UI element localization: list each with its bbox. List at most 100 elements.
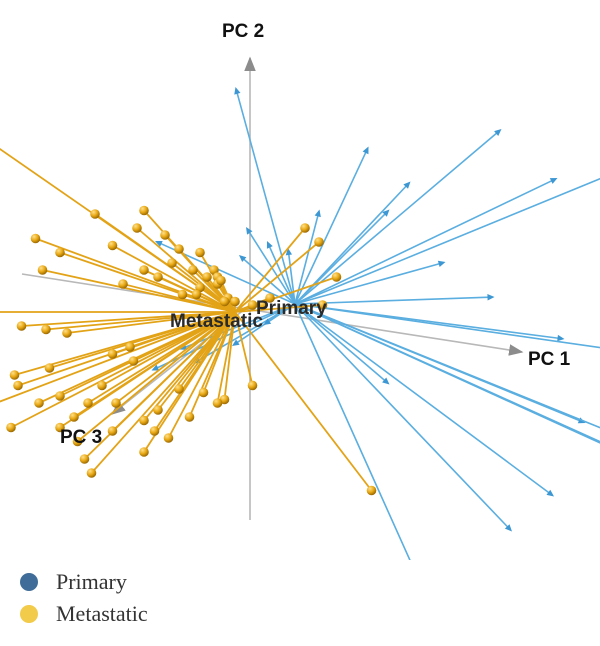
metastatic-point-36 [41,324,51,335]
metastatic-point-8 [160,230,170,240]
metastatic-vector-53 [76,311,236,443]
primary-arrowhead-7 [382,209,390,217]
legend-label-metastatic: Metastatic [56,601,148,626]
metastatic-vector-34 [42,269,236,313]
primary-vector-1 [236,91,296,305]
legend-swatch-primary [20,573,38,591]
axes [21,56,524,520]
legend-item-primary: Primary [20,566,148,598]
metastatic-point-41 [128,356,139,366]
metastatic-point-10 [195,247,205,258]
metastatic-point-29 [317,300,328,310]
metastatic-point-21 [230,296,240,307]
metastatic-point-12 [118,279,128,289]
metastatic-point-19 [177,289,188,300]
primary-arrowhead-6 [403,181,411,189]
metastatic-point-23 [258,300,268,310]
primary-arrowhead-1 [234,87,241,95]
metastatic-vector-31 [196,293,236,313]
metastatic-point-27 [314,237,324,247]
legend-label-primary: Primary [56,569,127,594]
metastatic-vector-54 [0,311,236,403]
pca-biplot: Primary Metastatic PC 2 PC 1 PC 3 [0,21,600,560]
primary-vector-14 [294,262,441,305]
legend-item-metastatic: Metastatic [20,598,148,630]
metastatic-point-2 [90,209,100,219]
metastatic-point-62 [184,412,195,422]
metastatic-vector-38 [66,311,236,334]
metastatic-vector-37 [21,311,236,327]
metastatic-vector-29 [234,304,323,313]
primary-arrowhead-8 [314,209,321,218]
primary-vector-15 [294,296,490,305]
metastatic-vector-69 [234,311,373,492]
primary-arrowhead-29 [263,318,272,325]
metastatic-point-7 [107,240,118,251]
primary-arrowhead-10 [155,240,163,247]
metastatic-point-57 [107,426,118,436]
metastatic-point-43 [9,370,20,380]
primary-arrowhead-22 [546,489,554,497]
metastatic-vector-57 [111,311,236,432]
metastatic-vector-27 [234,241,320,313]
primary-arrowhead-2 [494,129,502,136]
primary-vector-20 [294,303,600,429]
metastatic-point-64 [163,433,174,443]
metastatic-point-67 [212,398,223,408]
primary-arrowhead-12 [266,241,273,249]
metastatic-point-26 [300,223,310,233]
primary-vector-9 [242,257,296,305]
metastatic-point-48 [83,398,93,408]
primary-vector-22 [294,303,551,495]
metastatic-point-24 [247,300,258,310]
primary-arrowhead-11 [246,227,253,235]
primary-vector-13 [287,252,296,305]
primary-vector-5 [294,177,600,305]
primary-arrowhead-15 [487,294,495,301]
axis-label-pc2: PC 2 [222,21,264,42]
metastatic-point-65 [139,447,149,457]
metastatic-point-59 [198,387,209,398]
metastatic-point-5 [30,233,41,244]
metastatic-point-56 [86,468,97,478]
metastatic-point-15 [188,265,198,275]
primary-vector-3 [294,179,554,305]
metastatic-point-60 [153,405,163,415]
primary-arrowhead-3 [549,178,558,184]
primary-vector-12 [268,245,296,305]
primary-arrowhead-27 [151,364,160,371]
metastatic-point-25 [265,293,275,303]
metastatic-point-28 [331,272,342,282]
metastatic-point-42 [44,363,55,373]
metastatic-point-63 [139,415,149,426]
primary-arrowhead-9 [239,255,247,263]
metastatic-point-68 [247,380,258,391]
metastatic-vector-64 [167,311,236,439]
metastatic-point-31 [191,289,202,300]
metastatic-point-50 [69,412,79,422]
metastatic-point-4 [132,223,142,233]
primary-arrowhead-14 [437,260,446,267]
axis-label-pc1: PC 1 [528,349,571,370]
metastatic-point-9 [174,244,184,254]
primary-arrowhead-4 [362,146,369,155]
metastatic-point-6 [55,247,65,258]
metastatic-point-34 [37,265,48,275]
primary-arrowhead-30 [382,377,390,385]
metastatic-point-51 [6,422,16,433]
metastatic-point-58 [174,384,184,394]
primary-vector-2 [294,131,499,305]
metastatic-vector-56 [90,311,236,474]
metastatic-vector-7 [112,244,236,313]
metastatic-vector-30 [199,286,236,313]
primary-vector-21 [294,303,600,443]
primary-vector-19 [294,303,600,444]
metastatic-vector-47 [38,311,236,404]
metastatic-point-52 [55,422,65,433]
metastatic-point-39 [125,342,135,352]
metastatic-point-44 [13,380,23,391]
metastatic-point-13 [139,265,149,275]
primary-arrowhead-23 [504,524,512,532]
primary-arrowhead-16 [557,334,565,342]
axis-label-pc3: PC 3 [60,427,102,448]
